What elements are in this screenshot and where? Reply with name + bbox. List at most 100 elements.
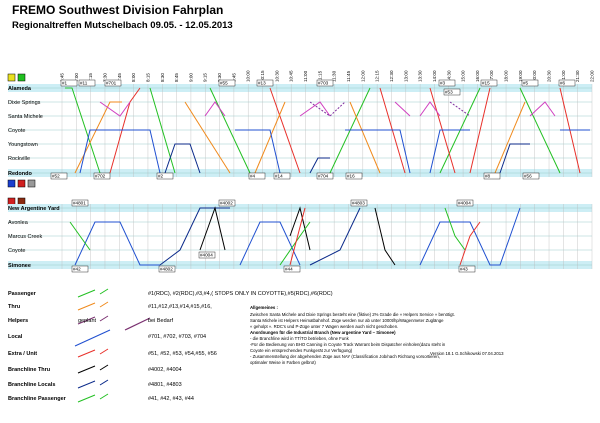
legend-line — [124, 317, 151, 331]
train-label-box — [438, 79, 456, 87]
station-label: Avonlea — [8, 220, 29, 226]
color-marker — [27, 179, 36, 188]
train-path — [374, 207, 396, 266]
train-path — [254, 101, 286, 174]
station-label: Marcus Creek — [8, 234, 42, 240]
time-label: 10:30 — [274, 70, 279, 82]
train-path — [529, 101, 556, 117]
train-path — [74, 101, 122, 174]
time-label: 20:00 — [532, 70, 537, 82]
helper-path — [309, 101, 346, 117]
train-label-box — [256, 79, 274, 87]
legend-label: Extra / Unit — [8, 351, 37, 357]
train-label-box — [521, 79, 539, 87]
train-label: #702 — [95, 174, 106, 179]
helper-path — [449, 101, 471, 117]
time-label: 6:45 — [60, 73, 65, 82]
train-path — [419, 207, 521, 266]
train-label: #43 — [460, 267, 468, 272]
train-label: #701 — [106, 81, 117, 86]
train-label-box — [273, 172, 291, 180]
train-label-box — [156, 172, 174, 180]
train-path — [209, 87, 251, 174]
time-label: 11:00 — [303, 70, 308, 82]
train-label: #44 — [285, 267, 293, 272]
train-label-box — [456, 199, 474, 207]
legend-line — [77, 364, 109, 374]
train-path — [299, 101, 331, 117]
train-path — [419, 101, 441, 117]
legend-trains: #1(RDC), #2(RDC),#3,#4,( STOPS ONLY IN C… — [148, 291, 333, 297]
time-label: 9:45 — [231, 73, 236, 82]
color-marker — [7, 179, 16, 188]
train-label-box — [218, 79, 236, 87]
time-label: 18:00 — [504, 70, 509, 82]
time-label: 7:30 — [102, 73, 107, 82]
station-label: Santa Michele — [8, 114, 43, 120]
train-label: #4004 — [200, 253, 213, 258]
train-path — [65, 87, 101, 174]
time-label: 8:00 — [131, 73, 136, 82]
train-label: #4802 — [160, 267, 173, 272]
time-label: 21:00 — [561, 70, 566, 82]
notes-line: optimaler Weise in Farben gelbrot) — [250, 360, 316, 365]
train-label: #5 — [523, 81, 529, 86]
legend-trains: #51, #52, #53, #54,#55, #56 — [148, 351, 217, 357]
train-path — [444, 207, 466, 251]
station-label: Rockville — [8, 156, 30, 162]
train-label-box — [198, 251, 216, 259]
legend-trains: #4801, #4803 — [148, 382, 182, 388]
train-label: #4803 — [352, 201, 365, 206]
train-path — [279, 221, 311, 266]
train-label-box — [345, 172, 363, 180]
train-path — [74, 221, 160, 266]
train-label: #703 — [318, 81, 329, 86]
time-label: 12:00 — [360, 70, 365, 82]
time-label: 8:30 — [160, 73, 165, 82]
train-label: #3 — [440, 81, 446, 86]
time-label: 10:15 — [260, 70, 265, 82]
train-label-box — [78, 79, 96, 87]
train-path — [394, 101, 411, 117]
train-path — [309, 207, 361, 266]
train-path — [345, 129, 411, 174]
train-path — [235, 129, 281, 174]
time-label: 13:30 — [418, 70, 423, 82]
train-label: #16 — [347, 174, 355, 179]
time-label: 9:30 — [217, 73, 222, 82]
time-label: 14:30 — [446, 70, 451, 82]
train-path — [494, 101, 526, 174]
train-path — [99, 101, 131, 117]
station-label: Alameda — [8, 86, 32, 92]
color-marker — [7, 197, 16, 206]
legend-line — [74, 329, 111, 347]
time-label: 9:00 — [188, 73, 193, 82]
train-label: #53 — [445, 90, 453, 95]
train-label: #2 — [158, 174, 164, 179]
train-label-box — [50, 172, 68, 180]
station-label: Youngstown — [8, 142, 38, 148]
legend-label: Local — [8, 334, 23, 340]
time-label: 15:00 — [461, 70, 466, 82]
legend-trains: #41, #42, #43, #44 — [148, 396, 194, 402]
legend-label: Branchline Thru — [8, 367, 50, 373]
legend-label: Thru — [8, 304, 20, 310]
subtitle: Regionaltreffen Mutschelbach 09.05. - 12… — [12, 20, 233, 31]
legend-label: Helpers — [8, 318, 28, 324]
legend-line — [77, 348, 109, 358]
train-label-box — [60, 79, 78, 87]
time-label: 17:00 — [489, 70, 494, 82]
train-label-box — [71, 199, 89, 207]
station-label: Dixie Springs — [8, 100, 41, 106]
time-label: 8:45 — [174, 73, 179, 82]
time-label: 7:15 — [88, 73, 93, 82]
train-label: #15 — [482, 81, 490, 86]
time-label: 12:30 — [389, 70, 394, 82]
train-label: #4801 — [73, 201, 86, 206]
notes-line: Coyote ein entsprechendes Funkgerät zur … — [250, 348, 353, 353]
legend-label: Passenger — [8, 291, 37, 297]
train-path — [184, 101, 231, 174]
train-label: #52 — [52, 174, 60, 179]
legend-line — [77, 288, 109, 298]
time-label: 14:00 — [432, 70, 437, 82]
